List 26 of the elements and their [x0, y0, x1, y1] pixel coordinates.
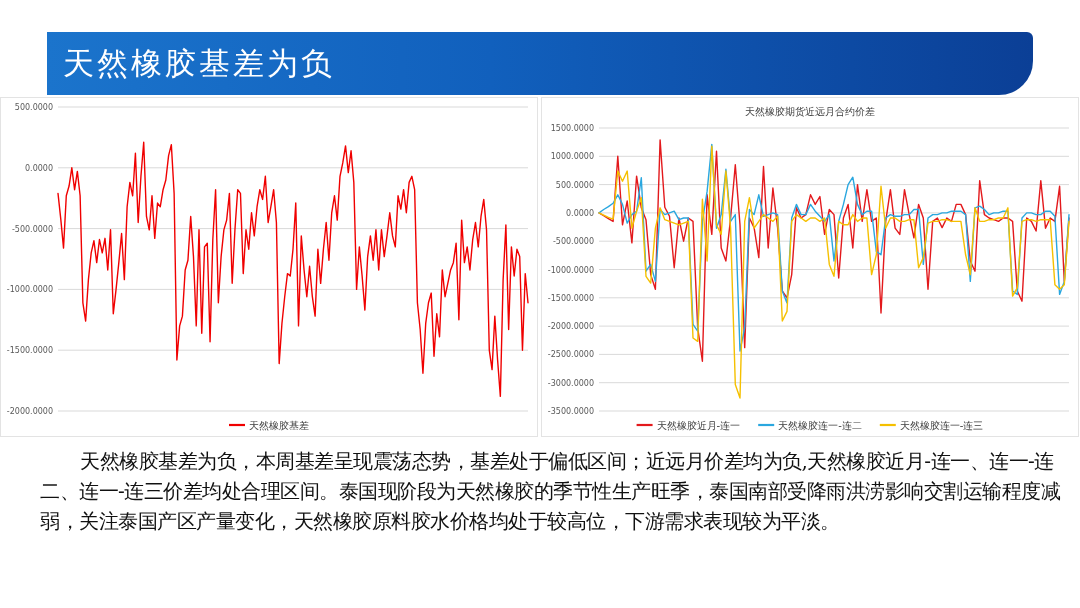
y-tick-label: -3500.0000: [547, 407, 594, 416]
legend-label: 天然橡胶基差: [249, 419, 309, 431]
text: 天然橡胶基差为负，本周基差呈现震荡态势，基差处于偏低区间；近远月价差均为负,天然橡胶近月-连一、连一-连二、连一-连三价差均处合理区间。泰国现阶段为天然橡胶的季节性生产旺季，泰国南部受降雨洪涝影响交割运输程度减弱，关注泰国产区产量变化，天然橡胶原料胶水价格均处于较高位，下游需求表现较为平淡。: [40, 448, 1062, 535]
y-tick-label: -2500.0000: [547, 350, 594, 360]
legend-label: 天然橡胶连一-连三: [899, 419, 984, 431]
line-series: [598, 145, 1070, 399]
y-tick-label: -1500.0000: [547, 293, 594, 303]
y-tick-label: 500.0000: [555, 180, 594, 190]
legend-label: 天然橡胶近月-连一: [656, 419, 741, 431]
y-tick-label: 0.0000: [25, 163, 53, 173]
y-tick-label: 1500.0000: [550, 124, 594, 133]
text: 天然橡胶基差为负: [63, 44, 335, 83]
y-tick-label: 500.0000: [14, 103, 53, 112]
y-tick-label: -1500.0000: [6, 346, 53, 356]
y-tick-label: -1000.0000: [6, 285, 53, 295]
y-tick-label: 1000.0000: [550, 152, 594, 162]
y-tick-label: -2000.0000: [547, 322, 594, 332]
y-tick-label: -2000.0000: [6, 407, 53, 416]
y-tick-label: -500.0000: [11, 224, 53, 234]
y-tick-label: -500.0000: [552, 237, 594, 247]
y-tick-label: -1000.0000: [547, 265, 594, 275]
y-tick-label: 0.0000: [566, 208, 594, 218]
chart-title: 天然橡胶期货近远月合约价差: [745, 106, 875, 117]
y-tick-label: -3000.0000: [547, 378, 594, 388]
line-series: [57, 141, 529, 398]
legend-label: 天然橡胶连一-连二: [778, 419, 862, 431]
